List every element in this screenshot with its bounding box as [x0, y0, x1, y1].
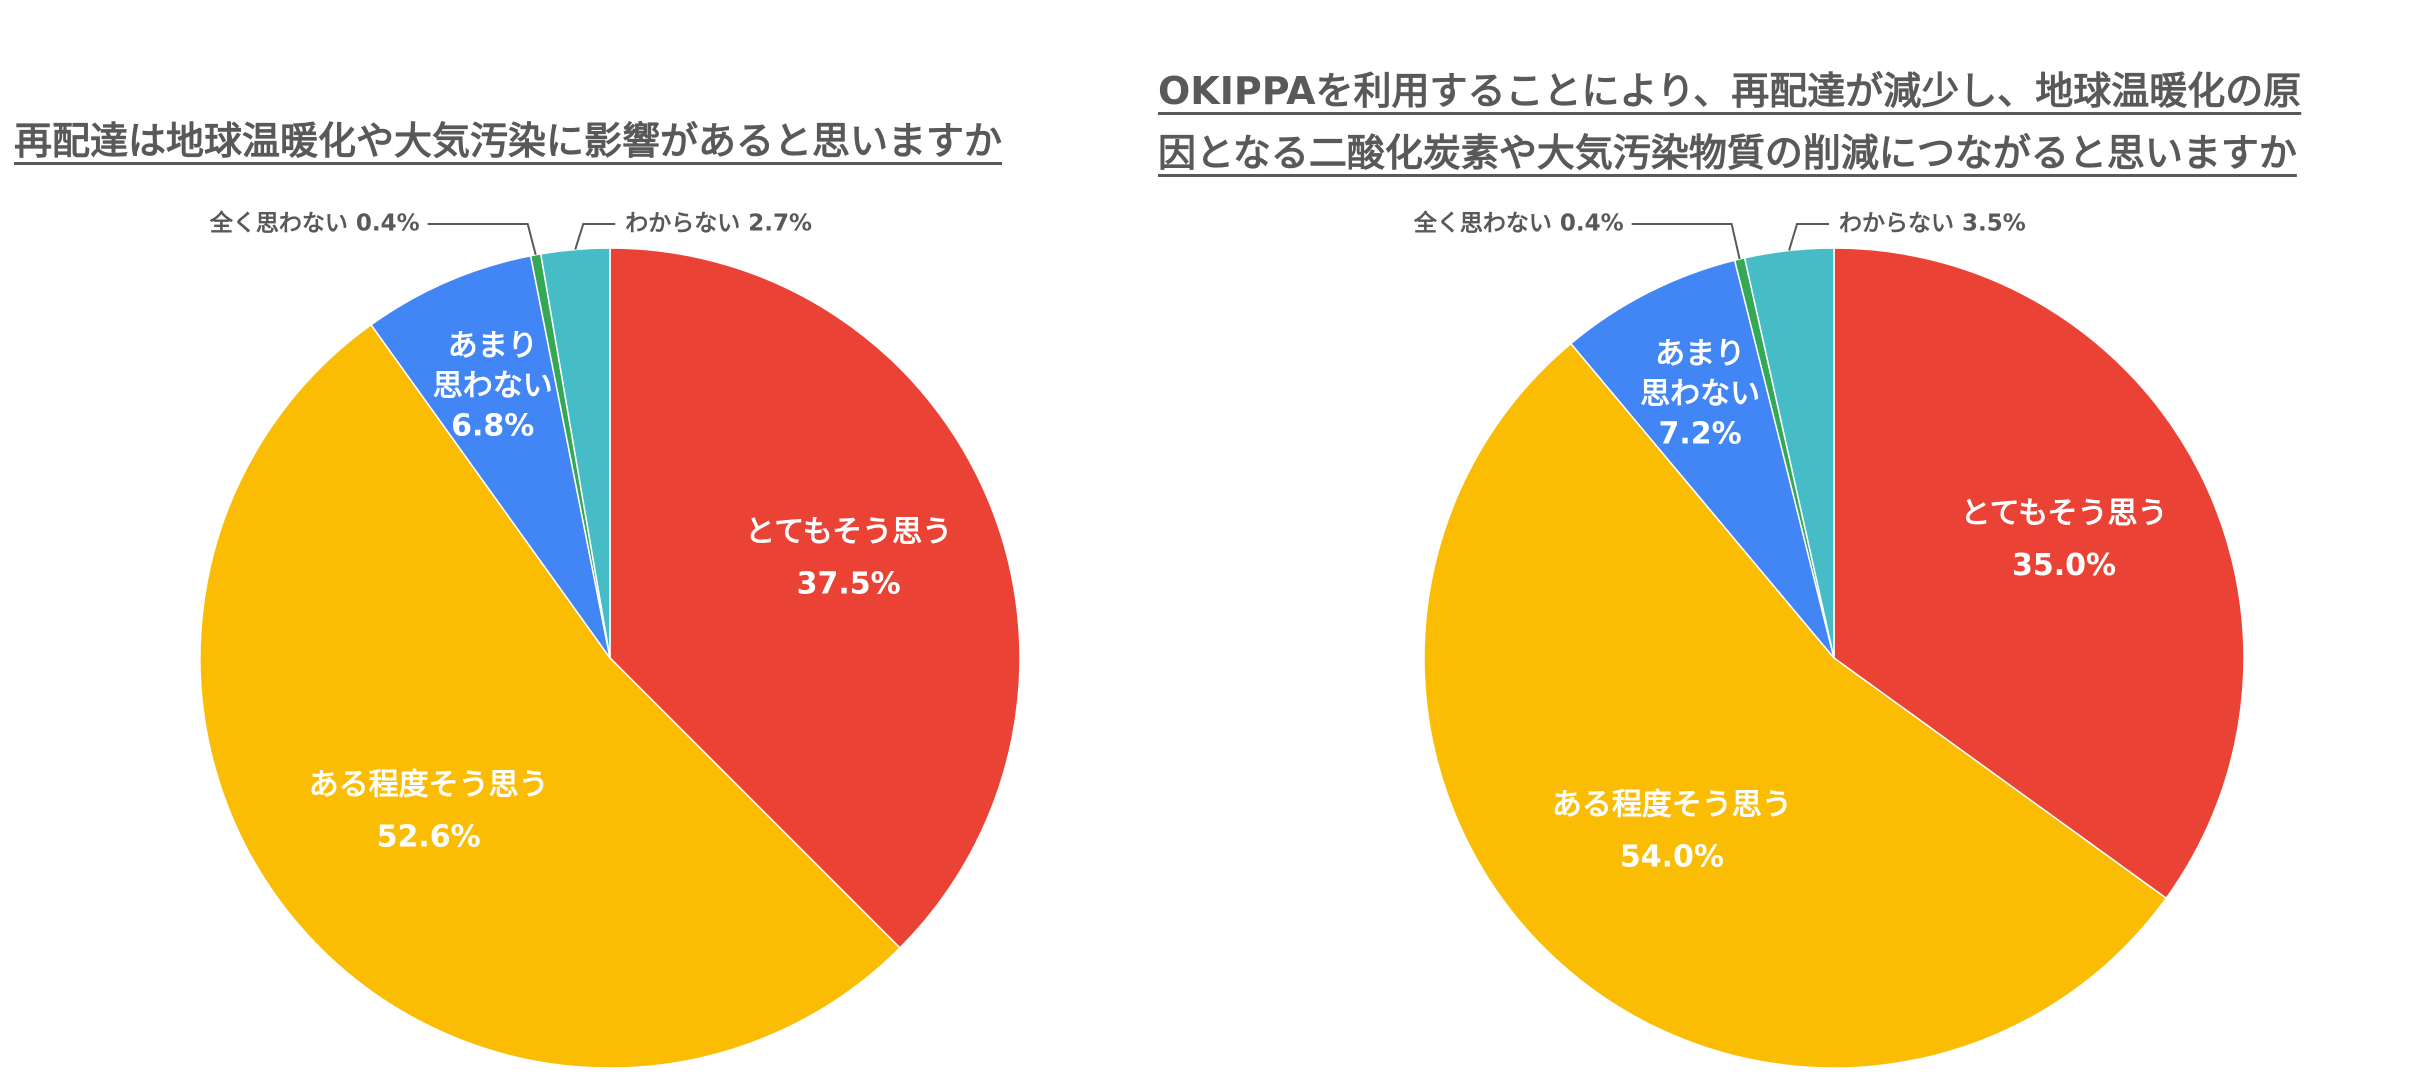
leader-line-0-4	[574, 223, 616, 250]
slice-label-0-2-0: あまり	[448, 329, 538, 364]
chart-title-right-line-1: OKIPPAを利用することにより、再配達が減少し、地球温暖化の原	[1158, 69, 2302, 113]
pie-slice-1-1	[1423, 342, 2168, 1069]
chart-title-right-line-2: 因となる二酸化炭素や大気汚染物質の削減につながると思いますか	[1158, 131, 2297, 175]
slice-label-1-0-1: 35.0%	[2012, 548, 2116, 583]
pie-slice-0-1	[199, 323, 901, 1069]
slice-label-0-2-1: 思わない	[433, 369, 553, 404]
leader-line-0-3	[427, 223, 537, 256]
slice-label-1-0-0: とてもそう思う	[1961, 496, 2168, 531]
pie-slice-1-0	[1833, 247, 2245, 900]
pie-slice-0-0	[609, 247, 1021, 949]
pie-slice-1-2	[1569, 259, 1835, 659]
leader-line-1-4	[1788, 223, 1830, 251]
slice-label-1-2-0: あまり	[1655, 336, 1745, 371]
slice-label-0-1-0: ある程度そう思う	[309, 767, 549, 802]
pie-slice-0-4	[539, 247, 611, 659]
slice-label-1-2-1: 思わない	[1640, 376, 1760, 411]
outer-label-1-3: 全く思わない 0.4%	[1413, 210, 1624, 237]
slice-label-0-2-2: 6.8%	[451, 409, 534, 444]
slice-label-0-0-1: 37.5%	[797, 567, 901, 602]
chart-title-right: OKIPPAを利用することにより、再配達が減少し、地球温暖化の原 因となる二酸化…	[1158, 60, 2408, 184]
outer-label-0-3: 全く思わない 0.4%	[209, 210, 420, 237]
slice-label-1-1-1: 54.0%	[1620, 839, 1724, 874]
slice-label-1-1-0: ある程度そう思う	[1552, 787, 1792, 822]
slice-label-0-1-1: 52.6%	[377, 819, 481, 854]
outer-label-0-4: わからない 2.7%	[625, 211, 812, 237]
slice-label-0-0-0: とてもそう思う	[745, 515, 952, 550]
outer-label-1-4: わからない 3.5%	[1839, 211, 2026, 237]
leader-line-1-3	[1631, 223, 1741, 260]
chart-title-left: 再配達は地球温暖化や大気汚染に影響があると思いますか	[14, 119, 1003, 163]
slice-label-1-2-2: 7.2%	[1659, 416, 1742, 451]
